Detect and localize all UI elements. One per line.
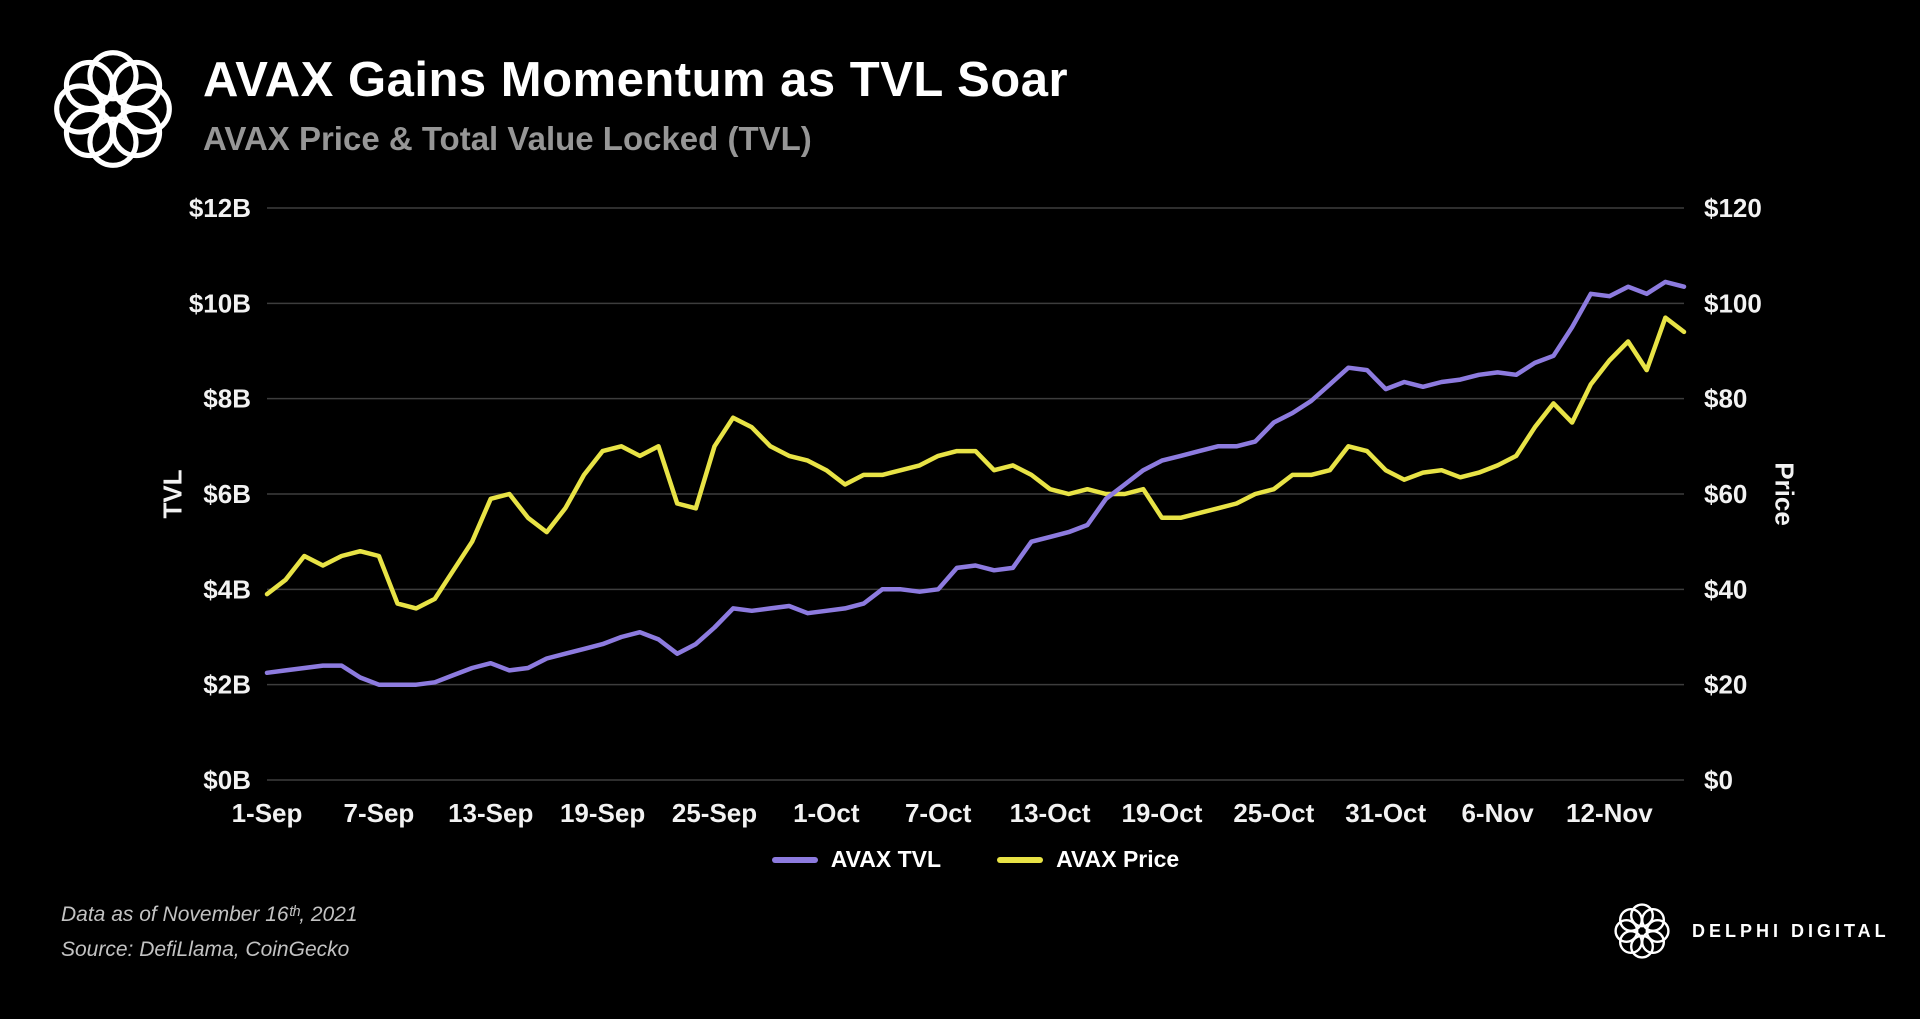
x-axis-tick: 7-Sep [343, 798, 414, 828]
y-axis-left-tick: $6B [203, 479, 251, 509]
y-axis-right-tick: $100 [1704, 288, 1762, 318]
x-axis-tick: 25-Sep [672, 798, 757, 828]
page-subtitle: AVAX Price & Total Value Locked (TVL) [203, 120, 812, 158]
y-axis-right-tick: $40 [1704, 574, 1747, 604]
footnote-date: Data as of November 16ᵗʰ, 2021 [61, 903, 358, 926]
series-avax-price [264, 315, 1687, 611]
x-axis-tick: 12-Nov [1566, 798, 1653, 828]
y-axis-right-tick: $0 [1704, 765, 1733, 795]
y-axis-left-tick: $0B [203, 765, 251, 795]
delphi-knot-icon [54, 50, 172, 168]
y-axis-right-title: Price [1769, 462, 1800, 526]
x-axis-tick: 1-Sep [232, 798, 303, 828]
series-avax-tvl [264, 279, 1687, 687]
x-axis-tick: 6-Nov [1461, 798, 1534, 828]
y-axis-left-tick: $10B [189, 288, 251, 318]
delphi-knot-icon-small [1614, 903, 1670, 959]
y-axis-left-tick: $12B [189, 193, 251, 223]
brand: DELPHI DIGITAL [1612, 901, 1890, 961]
legend-item-price: AVAX Price [997, 846, 1179, 873]
delphi-logo [49, 45, 177, 173]
x-axis-tick: 13-Oct [1010, 798, 1091, 828]
footnote-source: Source: DefiLlama, CoinGecko [61, 937, 350, 961]
y-axis-left-title: TVL [157, 469, 188, 519]
y-axis-right-tick: $80 [1704, 384, 1747, 414]
x-axis-tick: 19-Sep [560, 798, 645, 828]
x-axis-tick: 31-Oct [1345, 798, 1426, 828]
page-title: AVAX Gains Momentum as TVL Soar [203, 53, 1069, 107]
x-axis-tick: 1-Oct [793, 798, 860, 828]
y-axis-left-tick: $2B [203, 670, 251, 700]
legend-label-tvl: AVAX TVL [830, 846, 942, 872]
footnotes: Data as of November 16ᵗʰ, 2021 Source: D… [61, 898, 358, 967]
legend: AVAX TVL AVAX Price [267, 846, 1684, 873]
legend-item-tvl: AVAX TVL [771, 846, 942, 873]
y-axis-left-tick: $4B [203, 574, 251, 604]
brand-name: DELPHI DIGITAL [1692, 920, 1890, 941]
x-axis-tick: 19-Oct [1121, 798, 1202, 828]
legend-label-price: AVAX Price [1056, 846, 1180, 872]
x-axis-tick: 13-Sep [448, 798, 533, 828]
y-axis-left-tick: $8B [203, 384, 251, 414]
y-axis-right-tick: $120 [1704, 193, 1762, 223]
x-axis-tick: 7-Oct [905, 798, 972, 828]
y-axis-right-tick: $60 [1704, 479, 1747, 509]
x-axis-tick: 25-Oct [1233, 798, 1314, 828]
header: AVAX Gains Momentum as TVL Soar AVAX Pri… [203, 52, 1068, 158]
legend-swatch-tvl [771, 856, 818, 863]
legend-swatch-price [997, 856, 1044, 863]
y-axis-right-tick: $20 [1704, 670, 1747, 700]
